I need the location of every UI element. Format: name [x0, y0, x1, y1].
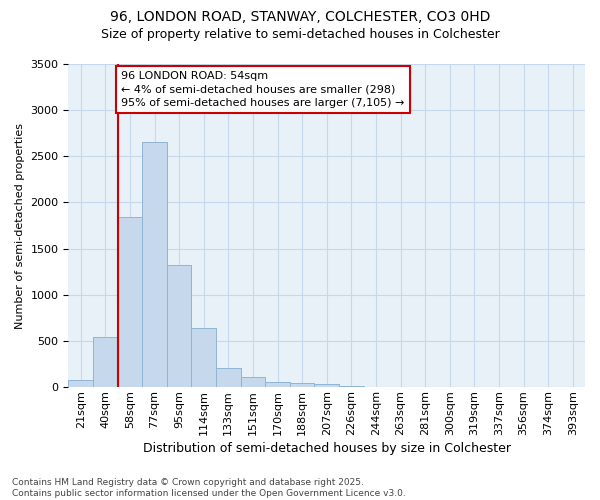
Text: Contains HM Land Registry data © Crown copyright and database right 2025.
Contai: Contains HM Land Registry data © Crown c…: [12, 478, 406, 498]
Bar: [265, 382, 290, 387]
Text: 96 LONDON ROAD: 54sqm
← 4% of semi-detached houses are smaller (298)
95% of semi: 96 LONDON ROAD: 54sqm ← 4% of semi-detac…: [121, 72, 404, 108]
Bar: [216, 368, 241, 387]
Y-axis label: Number of semi-detached properties: Number of semi-detached properties: [15, 122, 25, 328]
Bar: [314, 384, 339, 387]
Text: Size of property relative to semi-detached houses in Colchester: Size of property relative to semi-detach…: [101, 28, 499, 41]
Bar: [241, 377, 265, 387]
Bar: [118, 218, 142, 387]
Bar: [339, 386, 364, 387]
Text: 96, LONDON ROAD, STANWAY, COLCHESTER, CO3 0HD: 96, LONDON ROAD, STANWAY, COLCHESTER, CO…: [110, 10, 490, 24]
Bar: [191, 328, 216, 387]
Bar: [68, 380, 93, 387]
X-axis label: Distribution of semi-detached houses by size in Colchester: Distribution of semi-detached houses by …: [143, 442, 511, 455]
Bar: [93, 338, 118, 387]
Bar: [364, 386, 388, 387]
Bar: [290, 384, 314, 387]
Bar: [167, 266, 191, 387]
Bar: [142, 142, 167, 387]
